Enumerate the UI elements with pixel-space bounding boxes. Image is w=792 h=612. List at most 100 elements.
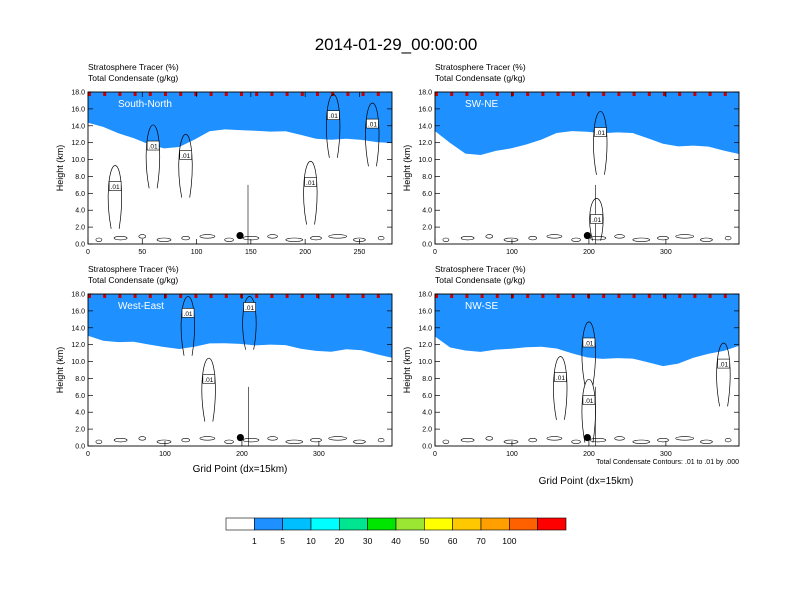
condensate-contour bbox=[442, 237, 450, 242]
condensate-contour bbox=[581, 321, 596, 386]
contour-label: .01 bbox=[592, 217, 601, 224]
tracer-band bbox=[435, 92, 739, 155]
tracer-peak-cell bbox=[209, 92, 213, 96]
tracer-peak-cell bbox=[739, 92, 742, 96]
condensate-contour bbox=[571, 439, 581, 444]
x-tick-label: 0 bbox=[433, 451, 437, 458]
contour-label: .01 bbox=[111, 184, 120, 191]
cross-section-name: West-East bbox=[118, 301, 164, 312]
tracer-peak-cell bbox=[541, 294, 545, 298]
y-tick-label: 6.0 bbox=[75, 191, 85, 198]
contour-label-box bbox=[181, 308, 195, 318]
tracer-peak-cell bbox=[541, 92, 545, 96]
contour-label: .01 bbox=[184, 311, 193, 318]
x-tick-label: 0 bbox=[433, 249, 437, 256]
colorbar-label: 100 bbox=[502, 536, 516, 546]
condensate-contour bbox=[201, 357, 216, 422]
tracer-peak-cell bbox=[316, 294, 319, 298]
x-tick-label: 0 bbox=[86, 451, 90, 458]
condensate-contour bbox=[138, 234, 147, 239]
tracer-peak-cell bbox=[88, 294, 91, 298]
plot-frame bbox=[87, 91, 393, 245]
condensate-contour bbox=[528, 236, 538, 241]
condensate-contour bbox=[442, 439, 450, 444]
condensate-contour bbox=[593, 111, 608, 175]
tracer-peak-cell bbox=[224, 294, 228, 298]
tracer-peak-cell bbox=[194, 294, 198, 298]
y-tick-label: 18.0 bbox=[418, 292, 432, 299]
panel-header-tracer: Stratosphere Tracer (%) bbox=[88, 62, 179, 72]
condensate-contour bbox=[303, 160, 318, 225]
panel-header-condensate: Total Condensate (g/kg) bbox=[88, 73, 178, 83]
contour-label-box bbox=[243, 302, 256, 312]
condensate-contour bbox=[724, 236, 732, 241]
contour-label: .01 bbox=[584, 398, 593, 405]
contour-label: .01 bbox=[368, 122, 377, 129]
tracer-peak-cell bbox=[376, 294, 380, 298]
tracer-peak-cell bbox=[331, 92, 335, 96]
y-tick-label: 16.0 bbox=[418, 308, 432, 315]
tracer-peak-cell bbox=[148, 92, 152, 96]
condensate-contour bbox=[485, 436, 494, 441]
tracer-peak-cell bbox=[723, 92, 727, 96]
tracer-band bbox=[435, 294, 739, 367]
tracer-peak-cell bbox=[224, 92, 228, 96]
condensate-contour bbox=[328, 436, 348, 441]
y-tick-label: 0.0 bbox=[422, 242, 432, 249]
y-tick-label: 10.0 bbox=[418, 157, 432, 164]
colorbar-swatch bbox=[367, 517, 397, 531]
tracer-peak-cell bbox=[209, 294, 213, 298]
tracer-peak-cell bbox=[495, 294, 499, 298]
panel-header-condensate: Total Condensate (g/kg) bbox=[435, 73, 525, 83]
contour-label: .01 bbox=[329, 113, 338, 120]
plot-area: .01 .01 bbox=[435, 92, 742, 244]
condensate-contour bbox=[267, 436, 278, 441]
tracer-peak-cell bbox=[663, 92, 666, 96]
y-tick-label: 6.0 bbox=[422, 393, 432, 400]
y-tick-label: 4.0 bbox=[75, 208, 85, 215]
condensate-contour bbox=[657, 236, 669, 241]
contour-label: .01 bbox=[596, 130, 605, 137]
y-tick-label: 8.0 bbox=[422, 376, 432, 383]
contour-label: .01 bbox=[556, 375, 565, 382]
condensate-contour bbox=[700, 439, 713, 444]
tracer-peak-cell bbox=[361, 92, 365, 96]
condensate-contour bbox=[503, 439, 519, 444]
contour-label-box bbox=[582, 395, 596, 405]
tracer-band bbox=[88, 294, 392, 358]
tracer-peak-cell bbox=[647, 92, 651, 96]
colorbar-label: 1 bbox=[252, 536, 257, 546]
tracer-peak-cell bbox=[632, 294, 636, 298]
condensate-contour bbox=[614, 436, 625, 441]
y-tick-label: 14.0 bbox=[418, 325, 432, 332]
colorbar-label: 30 bbox=[363, 536, 373, 546]
tracer-peak-cell bbox=[556, 294, 560, 298]
x-tick-label: 150 bbox=[245, 249, 257, 256]
figure-title: 2014-01-29_00:00:00 bbox=[315, 35, 478, 54]
condensate-contour bbox=[199, 234, 216, 239]
y-tick-label: 18.0 bbox=[71, 292, 85, 299]
plot-area: .01 .01 .01 bbox=[88, 294, 392, 446]
tracer-peak-cell bbox=[376, 92, 380, 96]
y-tick-label: 18.0 bbox=[71, 90, 85, 97]
condensate-contour bbox=[178, 133, 193, 198]
panel-header-condensate: Total Condensate (g/kg) bbox=[88, 275, 178, 285]
tracer-peak-cell bbox=[285, 294, 289, 298]
tracer-peak-cell bbox=[346, 92, 350, 96]
colorbar-swatch bbox=[339, 517, 368, 531]
y-axis-label: Height (km) bbox=[402, 145, 412, 192]
tracer-peak-cell bbox=[240, 92, 243, 96]
condensate-contour bbox=[328, 234, 348, 239]
site-marker bbox=[583, 231, 591, 240]
contour-label: .01 bbox=[181, 153, 190, 160]
condensate-contour bbox=[589, 198, 604, 241]
y-axis-label: Height (km) bbox=[55, 347, 65, 394]
colorbar-swatch bbox=[282, 517, 312, 531]
condensate-contour bbox=[310, 236, 322, 241]
condensate-contour bbox=[242, 296, 257, 350]
y-tick-label: 4.0 bbox=[422, 208, 432, 215]
tracer-peak-cell bbox=[617, 92, 621, 96]
condensate-contour bbox=[546, 234, 563, 239]
condensate-contour bbox=[503, 237, 519, 242]
contour-label-box bbox=[582, 337, 596, 348]
